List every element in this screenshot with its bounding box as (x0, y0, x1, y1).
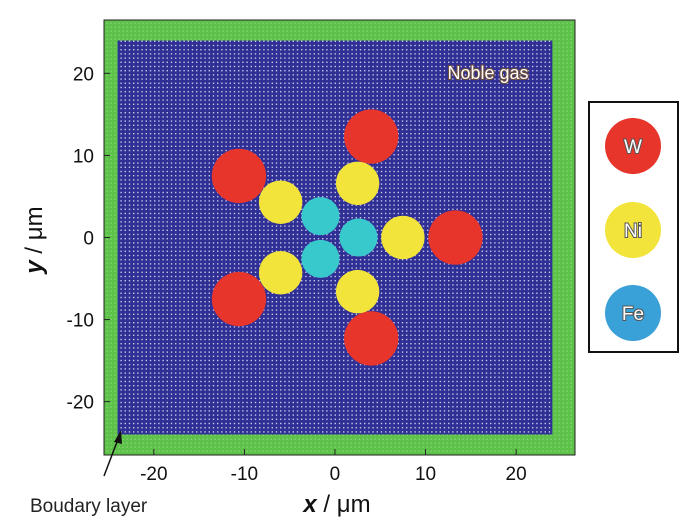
x-tick-label: 10 (415, 464, 436, 485)
legend-swatch-w (605, 118, 661, 174)
y-axis-var: y (21, 259, 48, 275)
fe-particle (301, 197, 340, 236)
ni-particle (258, 180, 303, 224)
axis-ticks: -20 -10 0 10 20 -20 -10 0 10 20 (67, 64, 527, 485)
legend-label-ni: Ni (624, 221, 642, 242)
y-tick-label: -10 (67, 311, 94, 332)
ni-particle (335, 161, 380, 206)
legend-label-w: W (624, 137, 642, 158)
legend-label-fe: Fe (622, 304, 644, 325)
y-tick-label: 20 (73, 64, 94, 85)
noble-gas-label: Noble gas (447, 63, 528, 83)
fe-particle (301, 239, 340, 278)
x-tick-label: -10 (231, 464, 258, 485)
y-tick-label: 0 (83, 229, 94, 250)
w-particle (211, 148, 267, 204)
fe-particle (339, 218, 378, 257)
ni-particle (381, 215, 425, 260)
boundary-annotation-arrowhead (114, 430, 122, 444)
x-tick-label: 20 (506, 464, 527, 485)
legend-swatch-fe (605, 285, 661, 341)
w-particle (428, 210, 483, 265)
ni-particle (258, 251, 303, 295)
x-axis-var: x (301, 491, 318, 518)
y-tick-label: 10 (73, 146, 94, 167)
boundary-layer-label: Boudary layer (30, 496, 148, 517)
y-axis-unit: / μm (21, 206, 48, 260)
x-axis-title: x / μm (301, 491, 370, 518)
w-particle (344, 311, 399, 366)
noble-gas-domain (117, 40, 553, 435)
y-tick-label: -20 (67, 393, 94, 414)
particles-layer (211, 109, 483, 366)
w-particle (211, 271, 267, 327)
x-tick-label: 0 (330, 464, 341, 485)
ni-particle (335, 269, 380, 314)
x-axis-unit: / μm (317, 491, 371, 518)
w-particle (344, 109, 399, 164)
legend-swatch-ni (605, 202, 661, 258)
legend: W Ni Fe (588, 101, 679, 353)
y-axis-title: y / μm (21, 206, 48, 274)
x-tick-label: -20 (140, 464, 167, 485)
